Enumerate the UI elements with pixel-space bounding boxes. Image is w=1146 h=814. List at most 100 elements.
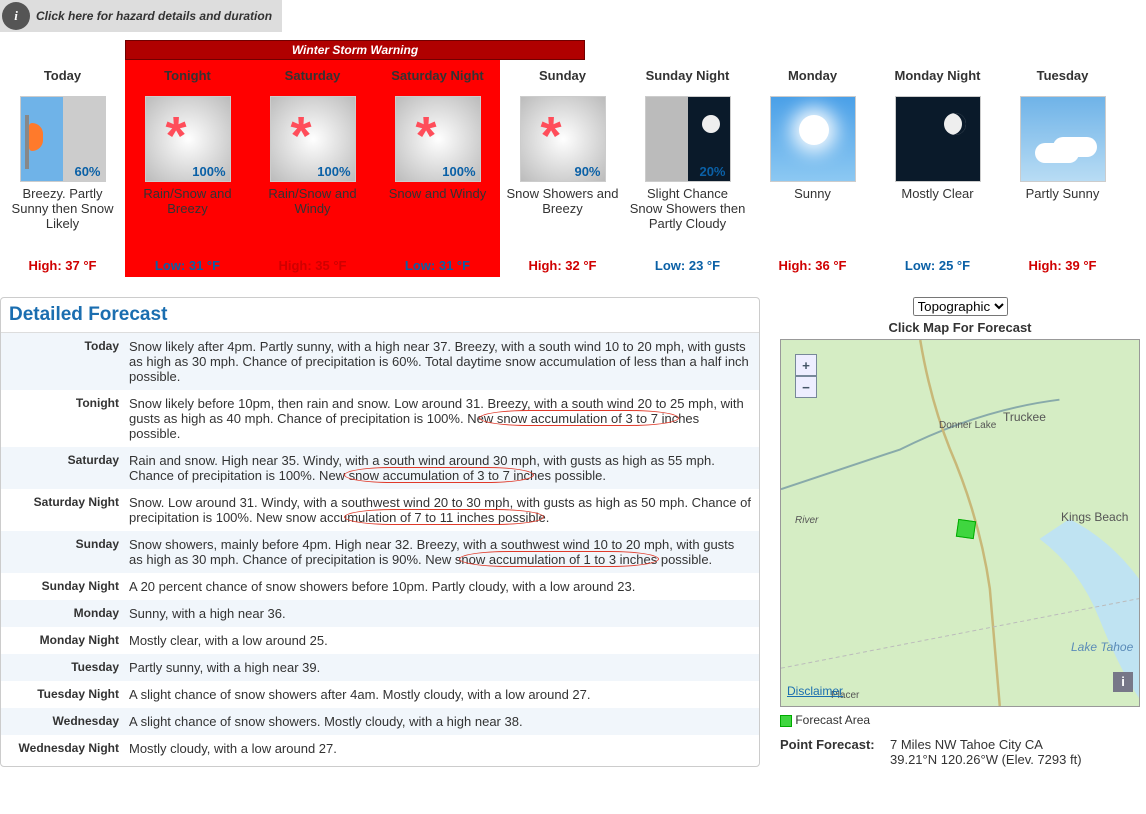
period-temp: Low: 31 °F xyxy=(129,258,246,273)
detail-label: Wednesday xyxy=(9,714,119,729)
map-label: Kings Beach xyxy=(1061,510,1128,524)
forecast-period[interactable]: Sunday Night 20% Slight Chance Snow Show… xyxy=(625,40,750,277)
short-forecast: Mostly Clear xyxy=(879,186,996,254)
detail-text: Sunny, with a high near 36. xyxy=(119,606,751,621)
point-forecast-location: 7 Miles NW Tahoe City CA xyxy=(890,737,1082,752)
forecast-period[interactable]: Tuesday Partly Sunny High: 39 °F xyxy=(1000,40,1125,277)
period-temp: High: 39 °F xyxy=(1004,258,1121,273)
short-forecast: Snow Showers and Breezy xyxy=(504,186,621,254)
map-label: River xyxy=(795,515,818,526)
period-temp: High: 32 °F xyxy=(504,258,621,273)
forecast-marker xyxy=(956,519,976,539)
detailed-panel: Detailed Forecast Today Snow likely afte… xyxy=(0,297,760,767)
forecast-area-label: Forecast Area xyxy=(795,713,870,727)
map-layer-select[interactable]: Topographic xyxy=(913,297,1008,316)
period-name: Monday xyxy=(754,58,871,92)
period-name: Tuesday xyxy=(1004,58,1121,92)
precip-pct: 100% xyxy=(192,164,225,179)
detail-row: Today Snow likely after 4pm. Partly sunn… xyxy=(1,333,759,390)
short-forecast: Slight Chance Snow Showers then Partly C… xyxy=(629,186,746,254)
zoom-controls: + − xyxy=(795,354,817,398)
forecast-period[interactable]: Sunday 90% Snow Showers and Breezy High:… xyxy=(500,40,625,277)
detail-row: Monday Sunny, with a high near 36. xyxy=(1,600,759,627)
weather-icon xyxy=(770,96,856,182)
forecast-period[interactable]: Monday Sunny High: 36 °F xyxy=(750,40,875,277)
detail-row: Tuesday Night A slight chance of snow sh… xyxy=(1,681,759,708)
map-label: Truckee xyxy=(1003,410,1046,424)
map-title: Click Map For Forecast xyxy=(780,320,1140,335)
zoom-out-button[interactable]: − xyxy=(795,376,817,398)
weather-icon: 20% xyxy=(645,96,731,182)
detail-row: Monday Night Mostly clear, with a low ar… xyxy=(1,627,759,654)
detail-label: Tuesday xyxy=(9,660,119,675)
period-name: Sunday Night xyxy=(629,58,746,92)
map-label: Lake Tahoe xyxy=(1071,640,1133,654)
weather-icon: 100% xyxy=(395,96,481,182)
detail-row: Sunday Night A 20 percent chance of snow… xyxy=(1,573,759,600)
period-name: Saturday xyxy=(254,58,371,92)
precip-pct: 20% xyxy=(699,164,725,179)
detail-label: Saturday Night xyxy=(9,495,119,525)
detail-label: Wednesday Night xyxy=(9,741,119,756)
period-name: Saturday Night xyxy=(379,58,496,92)
precip-pct: 60% xyxy=(74,164,100,179)
hazard-text: Click here for hazard details and durati… xyxy=(36,9,272,23)
detail-text: Partly sunny, with a high near 39. xyxy=(119,660,751,675)
detailed-header: Detailed Forecast xyxy=(1,298,759,333)
weather-icon: 100% xyxy=(145,96,231,182)
annotation-circle xyxy=(344,467,534,483)
detail-text: Mostly cloudy, with a low around 27. xyxy=(119,741,751,756)
period-temp: High: 37 °F xyxy=(4,258,121,273)
period-temp: Low: 31 °F xyxy=(379,258,496,273)
detail-label: Sunday xyxy=(9,537,119,567)
detail-label: Monday xyxy=(9,606,119,621)
period-name: Tonight xyxy=(129,58,246,92)
precip-pct: 90% xyxy=(574,164,600,179)
annotation-circle xyxy=(479,410,679,426)
weather-icon: 100% xyxy=(270,96,356,182)
detail-label: Today xyxy=(9,339,119,384)
period-name: Sunday xyxy=(504,58,621,92)
period-temp: High: 36 °F xyxy=(754,258,871,273)
period-temp: Low: 25 °F xyxy=(879,258,996,273)
zoom-in-button[interactable]: + xyxy=(795,354,817,376)
map-disclaimer-link[interactable]: Disclaimer xyxy=(787,684,843,698)
hazard-bar[interactable]: i Click here for hazard details and dura… xyxy=(0,0,282,32)
detail-text: Snow likely before 10pm, then rain and s… xyxy=(119,396,751,441)
short-forecast: Partly Sunny xyxy=(1004,186,1121,254)
map-label: Donner Lake xyxy=(939,420,996,431)
detail-text: Snow. Low around 31. Windy, with a south… xyxy=(119,495,751,525)
period-name: Today xyxy=(4,58,121,92)
info-icon: i xyxy=(2,2,30,30)
detail-row: Tonight Snow likely before 10pm, then ra… xyxy=(1,390,759,447)
detail-label: Saturday xyxy=(9,453,119,483)
forecast-period[interactable]: Saturday Night 100% Snow and Windy Low: … xyxy=(375,40,500,277)
short-forecast: Breezy. Partly Sunny then Snow Likely xyxy=(4,186,121,254)
point-forecast-label: Point Forecast: xyxy=(780,737,890,767)
forecast-period[interactable]: Today 60% Breezy. Partly Sunny then Snow… xyxy=(0,40,125,277)
forecast-area-swatch xyxy=(780,715,792,727)
detail-row: Sunday Snow showers, mainly before 4pm. … xyxy=(1,531,759,573)
forecast-period[interactable]: Monday Night Mostly Clear Low: 25 °F xyxy=(875,40,1000,277)
detail-row: Saturday Night Snow. Low around 31. Wind… xyxy=(1,489,759,531)
warning-banner: Winter Storm Warning xyxy=(125,40,585,60)
detail-text: Snow likely after 4pm. Partly sunny, wit… xyxy=(119,339,751,384)
detail-text: A 20 percent chance of snow showers befo… xyxy=(119,579,751,594)
detail-text: A slight chance of snow showers. Mostly … xyxy=(119,714,751,729)
detail-text: Rain and snow. High near 35. Windy, with… xyxy=(119,453,751,483)
detail-label: Tonight xyxy=(9,396,119,441)
forecast-period[interactable]: Saturday 100% Rain/Snow and Windy High: … xyxy=(250,40,375,277)
forecast-period[interactable]: Tonight 100% Rain/Snow and Breezy Low: 3… xyxy=(125,40,250,277)
short-forecast: Snow and Windy xyxy=(379,186,496,254)
map-info-button[interactable]: i xyxy=(1113,672,1133,692)
weather-icon: 90% xyxy=(520,96,606,182)
weather-icon: 60% xyxy=(20,96,106,182)
detail-row: Saturday Rain and snow. High near 35. Wi… xyxy=(1,447,759,489)
short-forecast: Rain/Snow and Breezy xyxy=(129,186,246,254)
period-temp: High: 35 °F xyxy=(254,258,371,273)
forecast-row: Today 60% Breezy. Partly Sunny then Snow… xyxy=(0,40,1146,277)
forecast-map[interactable]: + − Truckee Donner Lake Kings Beach Lake Ta… xyxy=(780,339,1140,707)
annotation-circle xyxy=(344,509,544,525)
weather-icon xyxy=(1020,96,1106,182)
precip-pct: 100% xyxy=(317,164,350,179)
